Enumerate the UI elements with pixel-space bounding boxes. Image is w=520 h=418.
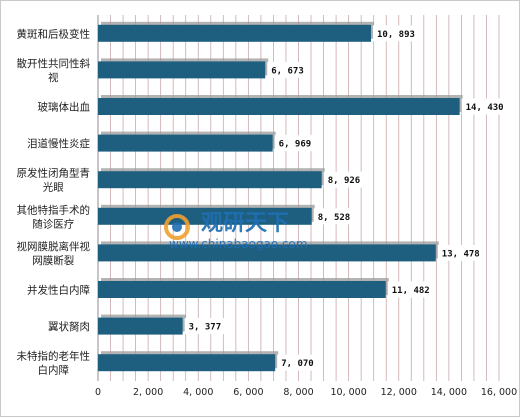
value-label-bg [184, 318, 227, 335]
x-tick-label: 12, 000 [381, 387, 417, 398]
bar [98, 207, 312, 225]
value-label: 7, 070 [281, 359, 314, 369]
x-tick-label: 4, 000 [183, 387, 213, 398]
category-label: 泪道慢性炎症 [27, 137, 90, 150]
x-tick-label: 6, 000 [233, 387, 263, 398]
category-label: 视 [48, 71, 59, 84]
category-label: 并发性白内障 [27, 284, 90, 297]
category-label: 散开性共同性斜 [17, 57, 91, 70]
bar [98, 171, 322, 189]
value-label-bg [437, 244, 485, 261]
bar [98, 134, 273, 152]
bar [98, 354, 276, 372]
value-label: 3, 377 [189, 323, 222, 333]
category-label: 黄斑和后极变性 [17, 27, 91, 40]
bar [98, 281, 386, 298]
category-label: 玻璃体出血 [38, 101, 91, 114]
category-label: 随诊医疗 [32, 217, 74, 230]
watermark-url: www.chinabaogao.com [169, 237, 308, 251]
value-label: 8, 528 [318, 213, 351, 223]
value-label-bg [461, 98, 509, 115]
value-label-bg [267, 61, 309, 78]
x-tick-label: 8, 000 [283, 387, 313, 398]
value-label: 6, 673 [271, 66, 304, 76]
bar [98, 24, 372, 42]
watermark-logo-icon [164, 214, 190, 240]
category-label: 光眼 [43, 181, 64, 194]
watermark-title: 观研天下 [201, 211, 289, 236]
x-tick-label: 2, 000 [133, 387, 163, 398]
category-label: 未特指的老年性 [17, 350, 91, 363]
bar [98, 317, 183, 335]
category-label: 网膜断裂 [32, 254, 74, 267]
x-tick-label: 0 [95, 387, 101, 398]
value-label: 8, 926 [328, 176, 361, 186]
category-label: 视网膜脱离伴视 [17, 240, 91, 253]
bar [98, 244, 436, 262]
bar [98, 98, 460, 115]
value-label: 11, 482 [392, 286, 430, 296]
value-label-bg [313, 208, 356, 225]
value-label-bg [387, 281, 435, 298]
category-label: 原发性闭角型青 [17, 167, 91, 180]
watermark-logo-icon [172, 222, 182, 232]
category-label: 白内障 [38, 364, 70, 377]
x-tick-label: 16, 000 [481, 387, 517, 398]
value-label-bg [323, 171, 366, 188]
value-label: 10, 893 [377, 30, 415, 40]
category-label: 其他特指手术的 [17, 203, 91, 216]
bar [98, 61, 266, 79]
x-tick-label: 10, 000 [330, 387, 366, 398]
category-label: 翼状胬肉 [48, 320, 90, 333]
value-label-bg [373, 25, 421, 42]
value-label-bg [274, 135, 317, 152]
x-tick-label: 14, 000 [431, 387, 467, 398]
value-label: 6, 969 [279, 140, 312, 150]
value-label: 14, 430 [466, 103, 504, 113]
value-label-bg [277, 354, 319, 371]
value-label: 13, 478 [442, 249, 480, 259]
